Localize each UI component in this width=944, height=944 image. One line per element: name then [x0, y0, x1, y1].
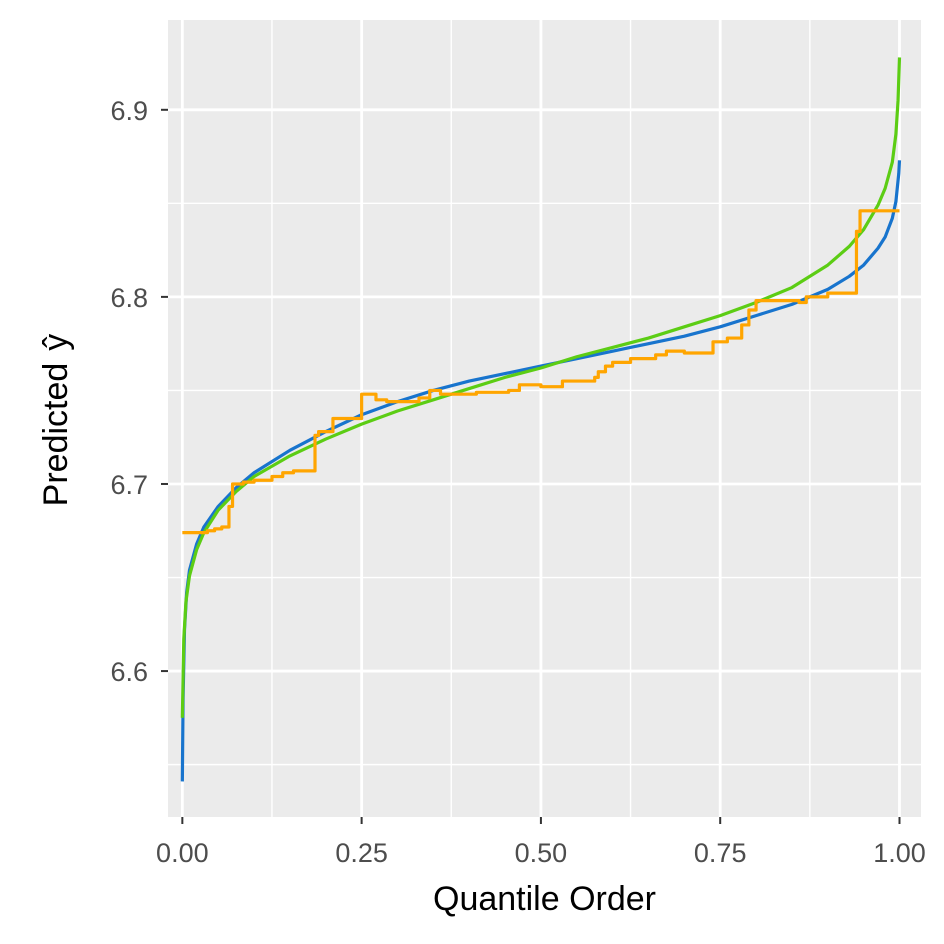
series-line-1: [180, 160, 902, 782]
plot-panel: [168, 20, 921, 817]
x-tick-label: 0.25: [335, 838, 388, 868]
x-tick-label: 0.50: [515, 838, 568, 868]
x-tick-label: 0.00: [156, 838, 209, 868]
x-tick-label: 0.75: [694, 838, 747, 868]
x-axis-title: Quantile Order: [433, 880, 656, 918]
major-grid: [168, 20, 921, 817]
series-line-3: [182, 209, 900, 535]
x-tick-label: 1.00: [873, 838, 926, 868]
y-axis: 6.6 6.7 6.8 6.9: [110, 96, 168, 687]
series-layer: [180, 57, 902, 782]
y-tick-label: 6.7: [110, 470, 148, 500]
series-line-2: [180, 57, 902, 718]
y-axis-title-text: Predictedŷ: [37, 334, 75, 507]
y-axis-title: Predictedŷ: [37, 334, 75, 507]
y-tick-label: 6.8: [110, 283, 148, 313]
x-axis: 0.00 0.25 0.50 0.75 1.00: [156, 817, 926, 868]
minor-grid: [168, 20, 921, 817]
y-tick-label: 6.9: [110, 96, 148, 126]
y-tick-label: 6.6: [110, 657, 148, 687]
